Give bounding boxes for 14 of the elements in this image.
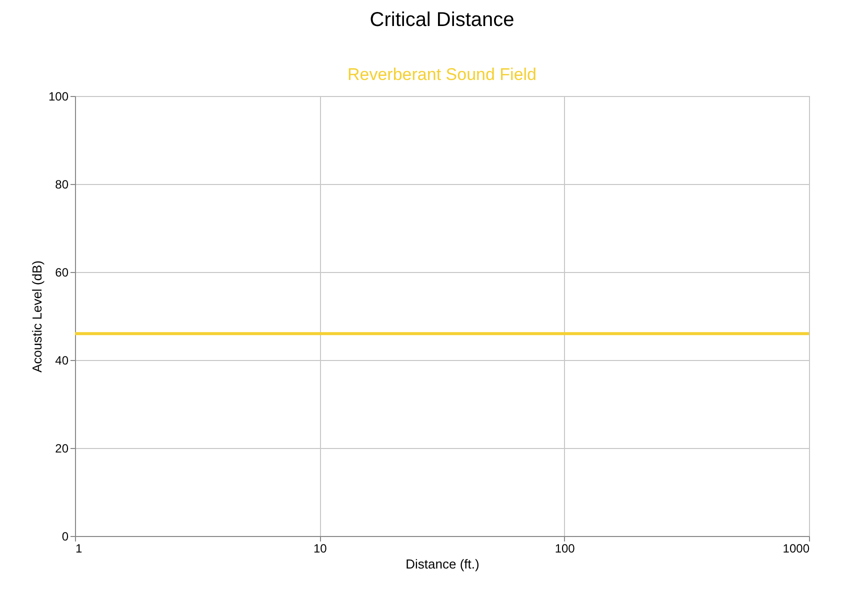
x-tick-label: 100	[554, 542, 576, 556]
y-tick-label: 80	[55, 178, 69, 192]
y-axis-title: Acoustic Level (dB)	[29, 260, 44, 372]
y-tick-label: 100	[48, 90, 69, 104]
chart-title: Critical Distance	[370, 9, 514, 31]
y-tick-label: 20	[55, 442, 69, 456]
x-tick-label: 1000	[782, 542, 810, 556]
text: Reverberant Sound Field	[347, 65, 537, 84]
y-tick-label: 60	[55, 266, 69, 280]
y-tick-label: 40	[55, 354, 69, 368]
x-tick-label: 1	[76, 542, 82, 556]
x-axis-title: Distance (ft.)	[406, 556, 480, 572]
x-tick-label: 10	[313, 542, 328, 556]
y-tick-label: 0	[62, 530, 69, 544]
